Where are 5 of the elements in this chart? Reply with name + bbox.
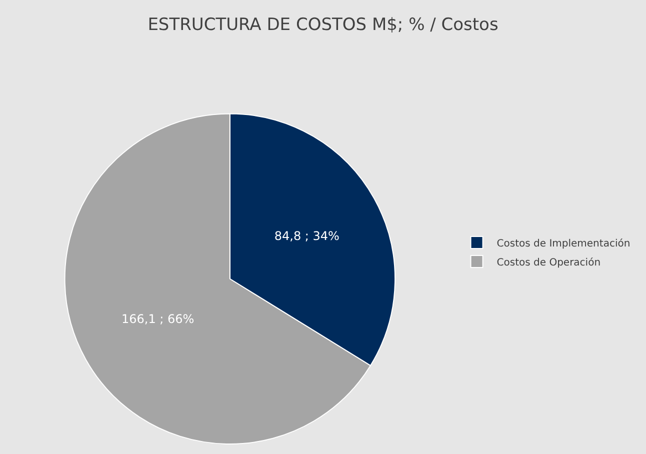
data-label: 84,8 ; 34% — [274, 228, 340, 243]
data-label: 166,1 ; 66% — [121, 312, 194, 326]
chart-title: ESTRUCTURA DE COSTOS M$; % / Costos — [148, 15, 498, 36]
legend-label: Costos de Implementación — [496, 238, 630, 250]
legend-label: Costos de Operación — [496, 257, 601, 268]
